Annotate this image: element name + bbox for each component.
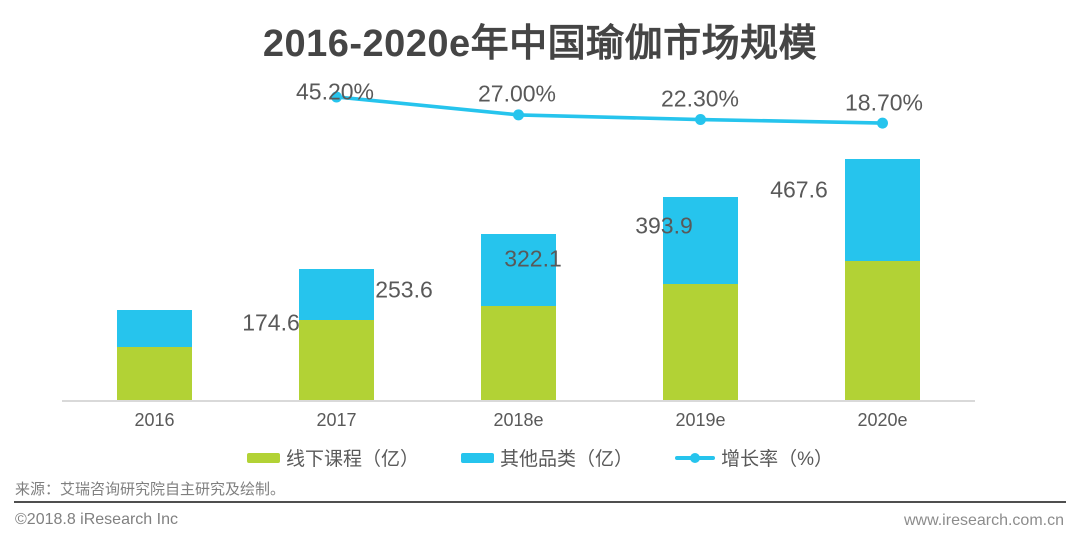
growth-rate-label: 45.20% (295, 78, 375, 105)
website-url: www.iresearch.com.cn (903, 512, 1064, 529)
x-axis-label: 2020e (857, 410, 908, 430)
bar-total-label: 467.6 (770, 176, 828, 203)
legend-label: 线下课程（亿） (286, 449, 420, 470)
bar-segment-offline-courses (845, 261, 920, 400)
growth-rate-marker (695, 114, 706, 126)
x-axis-label: 2016 (134, 410, 175, 430)
growth-rate-line-chart (331, 91, 888, 129)
bar-segment-offline-courses (117, 347, 192, 400)
growth-rate-line (336, 95, 883, 125)
growth-rate-marker (877, 117, 888, 129)
growth-rate-marker (513, 109, 524, 121)
growth-rate-label: 18.70% (844, 89, 924, 116)
x-axis-label: 2018e (493, 410, 544, 430)
legend-item-offline-courses: 线下课程（亿） (247, 444, 419, 471)
bar-segment-other-categories (663, 197, 738, 285)
x-axis-label: 2017 (316, 410, 357, 430)
chart-title: 2016-2020e年中国瑜伽市场规模 (262, 23, 818, 65)
bar-total-label: 322.1 (504, 245, 562, 272)
footer-divider-line (14, 501, 1066, 503)
bar-segment-offline-courses (299, 320, 374, 400)
bar-segment-offline-courses (663, 284, 738, 400)
growth-rate-label: 27.00% (477, 80, 557, 107)
x-axis-label: 2019e (675, 410, 726, 430)
chart-legend: 线下课程（亿） 其他品类（亿） 增长率（%） (0, 444, 1080, 471)
bar-total-label: 253.6 (375, 276, 433, 303)
legend-item-growth-rate: 增长率（%） (675, 444, 833, 471)
copyright-text: ©2018.8 iResearch Inc (15, 511, 178, 528)
growth-rate-label: 22.30% (660, 85, 740, 112)
bar-segment-other-categories (481, 234, 556, 307)
bar-segment-other-categories (117, 310, 192, 348)
green-bar-swatch-icon (247, 452, 281, 463)
bar-segment-other-categories (845, 159, 920, 262)
legend-label: 其他品类（亿） (500, 449, 634, 470)
bar-segment-other-categories (299, 269, 374, 321)
x-axis-line (62, 400, 975, 402)
legend-label: 增长率（%） (721, 449, 833, 470)
line-marker-icon (675, 452, 716, 464)
blue-bar-swatch-icon (461, 452, 495, 463)
source-note: 来源：艾瑞咨询研究院自主研究及绘制。 (15, 481, 286, 498)
bar-total-label: 174.6 (242, 309, 300, 336)
bar-total-label: 393.9 (635, 212, 693, 239)
growth-rate-marker (331, 91, 342, 103)
legend-item-other-categories: 其他品类（亿） (461, 444, 633, 471)
bar-segment-offline-courses (481, 306, 556, 400)
